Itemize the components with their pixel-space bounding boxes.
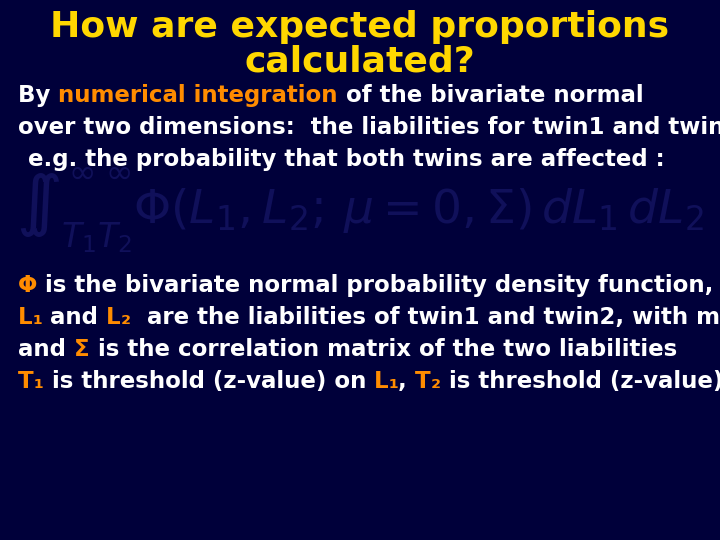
Text: T: T	[415, 370, 431, 393]
Text: L: L	[107, 306, 121, 329]
Text: and: and	[18, 338, 74, 361]
Text: How are expected proportions: How are expected proportions	[50, 10, 670, 44]
Text: $\int\!\!\!\int_{T_1 T_2}^{\infty\;\infty} \Phi(L_1, L_2;\, \mu = 0, \Sigma)\, d: $\int\!\!\!\int_{T_1 T_2}^{\infty\;\inft…	[16, 165, 704, 255]
Text: numerical integration: numerical integration	[58, 84, 338, 107]
Text: are the liabilities of twin1 and twin2, with means: are the liabilities of twin1 and twin2, …	[131, 306, 720, 329]
Text: ₁: ₁	[389, 370, 398, 393]
Text: ₂: ₂	[431, 370, 441, 393]
Text: L: L	[374, 370, 389, 393]
Text: and: and	[42, 306, 107, 329]
Text: calculated?: calculated?	[245, 44, 475, 78]
Text: is the bivariate normal probability density function,: is the bivariate normal probability dens…	[37, 274, 714, 297]
Text: By: By	[18, 84, 58, 107]
Text: T: T	[18, 370, 34, 393]
Text: ,: ,	[398, 370, 415, 393]
Text: is threshold (z-value) on: is threshold (z-value) on	[43, 370, 374, 393]
Text: e.g. the probability that both twins are affected :: e.g. the probability that both twins are…	[28, 148, 665, 171]
Text: L: L	[18, 306, 32, 329]
Text: of the bivariate normal: of the bivariate normal	[338, 84, 644, 107]
Text: ₁: ₁	[34, 370, 43, 393]
Text: ₂: ₂	[121, 306, 131, 329]
Text: is threshold (z-value) on: is threshold (z-value) on	[441, 370, 720, 393]
Text: is the correlation matrix of the two liabilities: is the correlation matrix of the two lia…	[89, 338, 677, 361]
Text: Φ: Φ	[18, 274, 37, 297]
Text: ₁: ₁	[32, 306, 42, 329]
Text: over two dimensions:  the liabilities for twin1 and twin2: over two dimensions: the liabilities for…	[18, 116, 720, 139]
Text: Σ: Σ	[74, 338, 89, 361]
